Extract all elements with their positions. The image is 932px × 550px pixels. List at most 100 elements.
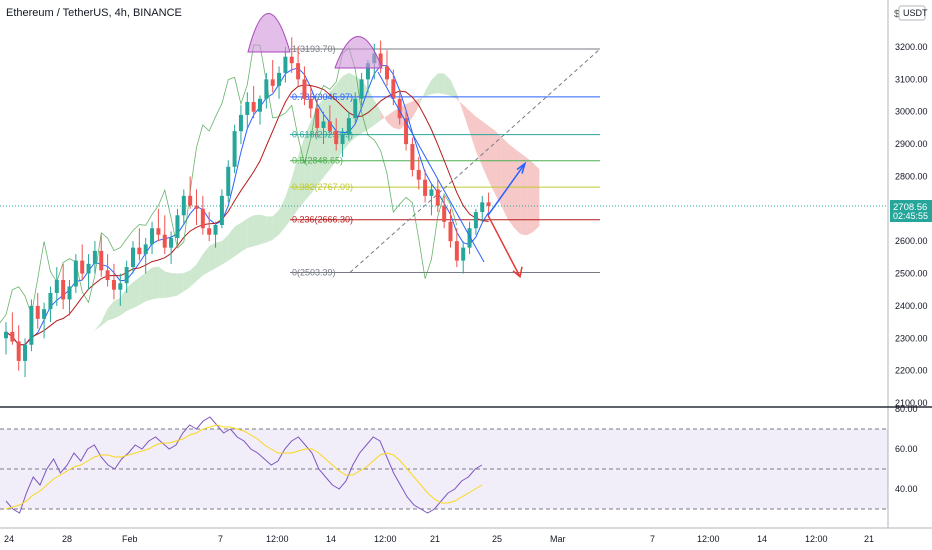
fib-level-label: 0.618(2929.09) [292, 130, 353, 140]
candle-body [435, 189, 440, 206]
candle-body [16, 341, 21, 361]
cloud-segment [158, 266, 165, 299]
candle-body [111, 280, 116, 290]
cloud-segment [475, 116, 483, 167]
candle-body [150, 228, 155, 245]
cloud-segment [183, 270, 191, 292]
price-tick-label: 2100.00 [895, 398, 928, 408]
candle-body [175, 215, 180, 238]
candle-body [124, 267, 129, 284]
candle-body [73, 260, 78, 287]
price-tick-label: 3200.00 [895, 42, 928, 52]
candle-body [385, 66, 389, 80]
ichimoku-lines [0, 44, 490, 346]
fib-level-label: 0.786(3045.97) [292, 92, 353, 102]
candle-body [378, 53, 383, 67]
candle-body [404, 118, 409, 145]
candle-body [238, 114, 243, 132]
rsi-ma-line [5, 424, 483, 510]
ichimoku-cloud [56, 72, 540, 345]
candle-body [10, 331, 15, 342]
cloud-segment [101, 308, 108, 326]
candle-body [334, 131, 339, 145]
cloud-segment [380, 111, 387, 122]
candle-body [270, 79, 275, 86]
candle-body [416, 169, 421, 180]
time-tick-label: 28 [62, 534, 72, 544]
cloud-segment [304, 120, 311, 202]
candle-body [410, 144, 415, 170]
fib-level-label: 0.382(2767.09) [292, 182, 353, 192]
candle-body [48, 292, 53, 310]
time-tick-label: 12:00 [374, 534, 397, 544]
cloud-segment [507, 143, 514, 228]
cloud-segment [139, 272, 146, 305]
price-tick-label: 3000.00 [895, 107, 928, 117]
currency-label: USDT [903, 8, 928, 18]
fib-level-label: 0.5(2848.65) [292, 156, 343, 166]
candle-body [327, 121, 332, 132]
cloud-segment [145, 267, 153, 302]
cloud-segment [126, 282, 133, 312]
settings-icon[interactable]: $ [894, 9, 900, 20]
candle-body [80, 260, 85, 274]
cloud-segment [56, 331, 64, 337]
price-tick-label: 2600.00 [895, 236, 928, 246]
candle-body [454, 241, 459, 261]
rsi-tick-label: 40.00 [895, 484, 918, 494]
candle-body [156, 228, 161, 235]
candle-body [207, 228, 212, 235]
candle-body [245, 102, 250, 115]
candle-body [105, 270, 110, 281]
price-tick-label: 2400.00 [895, 301, 928, 311]
cloud-segment [240, 218, 248, 252]
cloud-segment [494, 130, 502, 206]
price-tick-label: 2300.00 [895, 333, 928, 343]
candle-body [283, 56, 288, 73]
candle-body [162, 234, 167, 248]
candle-body [302, 79, 307, 99]
currency-badge[interactable] [898, 5, 926, 21]
drawings[interactable] [0, 13, 888, 279]
candle-body [200, 208, 205, 229]
candle-body [92, 250, 97, 264]
cloud-segment [298, 137, 305, 210]
cloud-segment [533, 162, 540, 233]
cloud-segment [215, 241, 222, 269]
time-tick-label: 14 [757, 534, 767, 544]
cloud-segment [431, 73, 438, 95]
candle-body [359, 79, 364, 99]
cloud-segment [164, 271, 172, 298]
candle-body [340, 134, 345, 145]
time-tick-label: 12:00 [266, 534, 289, 544]
cloud-segment [488, 125, 495, 194]
trend-line [377, 71, 485, 263]
candle-body [226, 166, 231, 196]
cloud-segment [221, 234, 229, 265]
candle-body [397, 98, 402, 119]
candlestick-series[interactable] [4, 37, 491, 378]
cloud-segment [260, 214, 267, 245]
candle-body [264, 79, 269, 99]
candle-body [296, 63, 301, 80]
tenkan-line [5, 65, 490, 346]
candle-body [188, 195, 193, 206]
time-tick-label: 14 [326, 534, 336, 544]
candle-body [213, 225, 218, 235]
bar-countdown: 02:45:55 [893, 211, 928, 221]
time-tick-label: 24 [4, 534, 14, 544]
cloud-segment [120, 288, 127, 316]
candle-body [486, 202, 491, 207]
candle-body [289, 56, 294, 64]
candle-body [137, 247, 142, 255]
fib-level-label: 0(2503.39) [292, 267, 336, 277]
candle-body [99, 250, 104, 271]
cloud-segment [152, 266, 159, 300]
projection-up-arrowhead [516, 161, 527, 174]
kijun-line [5, 84, 489, 346]
cloud-segment [133, 277, 140, 309]
cloud-segment [285, 178, 292, 228]
cloud-segment [247, 215, 254, 248]
cloud-segment [469, 110, 476, 152]
